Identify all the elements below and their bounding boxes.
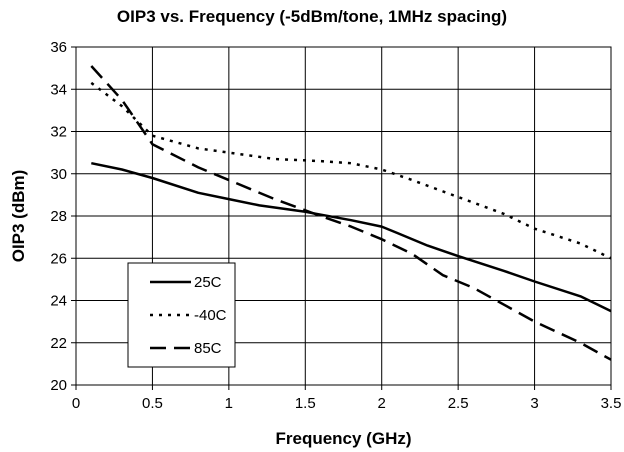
y-axis-label: OIP3 (dBm) bbox=[9, 170, 28, 263]
y-tick-label: 20 bbox=[50, 377, 67, 394]
x-tick-label: 0.5 bbox=[142, 395, 163, 412]
legend-box bbox=[127, 262, 236, 368]
legend-label: 85C bbox=[194, 340, 222, 357]
x-axis-label: Frequency (GHz) bbox=[275, 429, 411, 448]
series-line-25c bbox=[91, 161, 612, 313]
legend-label: -40C bbox=[194, 307, 227, 324]
x-tick-label: 2.5 bbox=[448, 395, 469, 412]
chart-title: OIP3 vs. Frequency (-5dBm/tone, 1MHz spa… bbox=[116, 7, 508, 26]
x-tick-label: 3 bbox=[530, 395, 538, 412]
y-tick-label: 36 bbox=[50, 39, 67, 56]
y-tick-label: 28 bbox=[50, 208, 67, 225]
y-tick-label: 32 bbox=[50, 124, 67, 141]
x-tick-label: 2 bbox=[378, 395, 386, 412]
tick-labels: 0 0.5 1 1.5 2 2.5 3 3.5 20 22 24 26 28 30 32 34 36 bbox=[50, 39, 621, 412]
x-tick-label: 0 bbox=[72, 395, 80, 412]
x-tick-label: 1 bbox=[225, 395, 233, 412]
y-tick-label: 30 bbox=[50, 166, 67, 183]
series-lines bbox=[90, 65, 612, 361]
series-line-40c bbox=[90, 81, 612, 260]
series-line-85c bbox=[90, 65, 612, 361]
x-tick-label: 3.5 bbox=[601, 395, 622, 412]
y-tick-label: 26 bbox=[50, 250, 67, 267]
legend: 25C -40C 85C bbox=[127, 262, 236, 368]
y-tick-label: 24 bbox=[50, 293, 67, 310]
y-tick-label: 22 bbox=[50, 335, 67, 352]
x-tick-label: 1.5 bbox=[295, 395, 316, 412]
plot-frame bbox=[75, 46, 612, 386]
legend-label: 25C bbox=[194, 274, 222, 291]
y-tick-label: 34 bbox=[50, 81, 67, 98]
